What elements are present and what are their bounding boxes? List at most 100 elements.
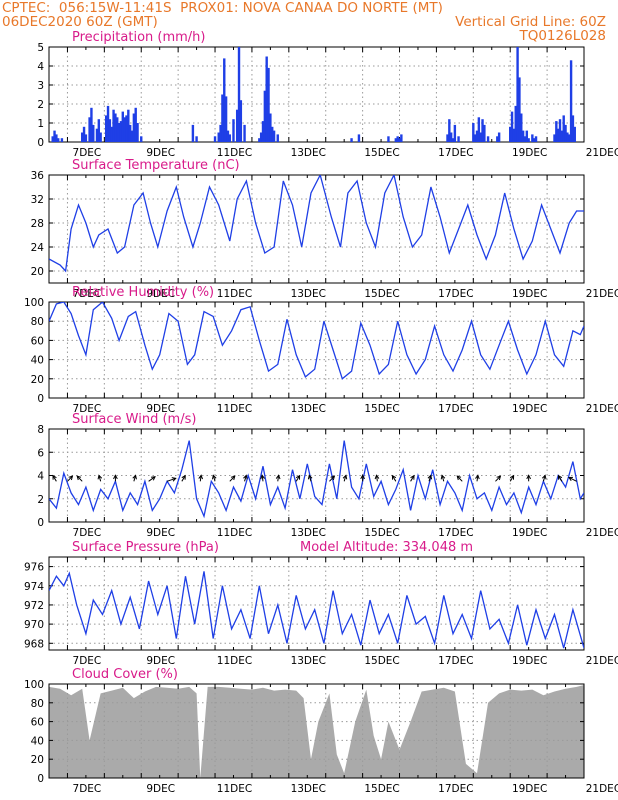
wind-vector [475,474,480,482]
precip-bar [473,134,477,142]
x-tick-label: 19DEC [512,403,547,415]
precip-bar [128,124,132,142]
series-line [49,440,584,519]
x-tick-label: 19DEC [512,288,547,300]
x-tick-label: 7DEC [73,403,102,415]
precip-bar [357,134,361,142]
y-tick-label: 24 [31,242,45,254]
precip-bar [350,138,353,142]
y-tick-label: 4 [37,471,44,483]
precip-bar [217,132,220,142]
panel-title: Precipitation (mm/h) [72,30,205,45]
precip-bar [116,117,119,142]
y-tick-label: 5 [37,42,44,54]
wind-vector [568,476,577,482]
precip-bar [112,109,115,142]
panel-frame [48,683,585,779]
precip-bar [119,121,123,142]
precip-bar [134,107,137,142]
y-tick-label: 976 [24,562,44,574]
precip-bar [82,126,86,142]
x-tick-label: 11DEC [217,527,252,539]
precip-bar [271,126,274,142]
x-tick-label: 17DEC [438,288,473,300]
wind-vector [427,474,433,482]
x-tick-label: 11DEC [217,288,252,300]
precip-bar [51,136,54,142]
header-model-code: TQ0126L028 [519,28,606,44]
wind-vector [229,475,236,482]
x-tick-label: 19DEC [512,527,547,539]
precip-bar [140,136,143,142]
precip-bar [121,111,124,142]
y-tick-label: 2 [37,99,44,111]
y-tick-label: 28 [31,218,44,230]
x-tick-label: 7DEC [73,783,102,795]
precip-bar [132,113,136,142]
y-tick-label: 6 [37,447,44,459]
x-tick-label: 7DEC [73,288,102,300]
wind-vector [557,474,563,482]
y-tick-label: 8 [37,424,44,436]
header-station: CPTEC: 056:15W-11:41S PROX01: NOVA CANAA… [2,0,443,16]
x-tick-label: 21DEC [586,403,618,415]
y-tick-label: 80 [31,698,44,710]
y-tick-label: 1 [37,118,44,130]
precip-bar [520,113,523,142]
precip-bar [564,124,567,142]
panel-1 [48,174,585,284]
precip-bar [90,107,93,142]
wind-vector [509,474,515,482]
x-tick-label: 11DEC [217,655,252,667]
precip-bar [259,132,263,142]
y-tick-label: 972 [24,600,44,612]
precip-bar [88,117,91,142]
precip-bar [84,134,88,142]
panel-5 [48,683,585,779]
x-tick-label: 17DEC [438,527,473,539]
wind-vector [148,476,156,482]
precip-bar [130,130,134,142]
wind-vector [410,474,415,482]
precip-bar [497,132,501,142]
x-tick-label: 13DEC [291,655,326,667]
wind-vector [166,477,177,482]
x-tick-label: 7DEC [73,655,102,667]
precip-bar [81,132,84,142]
wind-vector [374,474,380,482]
header-date: 06DEC2020 60Z (GMT) [2,14,158,30]
precip-bar [477,117,481,142]
precip-bar [512,128,516,142]
precip-bar [106,105,110,142]
precip-bar [99,132,102,142]
wind-vector [198,474,204,482]
wind-vector [342,474,348,482]
y-tick-label: 40 [31,735,44,747]
wind-vector [440,474,446,482]
precip-bar [228,134,231,142]
x-tick-label: 19DEC [512,147,547,159]
x-tick-label: 13DEC [291,147,326,159]
precip-bar [235,109,239,142]
precip-bar [55,134,58,142]
x-tick-label: 21DEC [586,527,618,539]
x-tick-label: 11DEC [217,783,252,795]
x-tick-label: 11DEC [217,147,252,159]
y-tick-label: 3 [37,80,44,92]
wind-vector [391,474,397,482]
precip-bar [556,128,560,142]
precip-bar [448,119,451,142]
precip-bar [483,124,486,142]
x-tick-label: 15DEC [364,655,399,667]
x-tick-label: 19DEC [512,783,547,795]
y-tick-label: 60 [31,717,44,729]
x-tick-label: 9DEC [146,783,175,795]
precip-bar [387,136,390,142]
x-tick-label: 17DEC [438,783,473,795]
precip-bar [481,119,484,142]
x-tick-label: 21DEC [586,288,618,300]
header-grid-note: Vertical Grid Line: 60Z [455,14,606,30]
precip-bar [457,136,460,142]
precip-bar [219,124,222,142]
x-tick-label: 21DEC [586,147,618,159]
